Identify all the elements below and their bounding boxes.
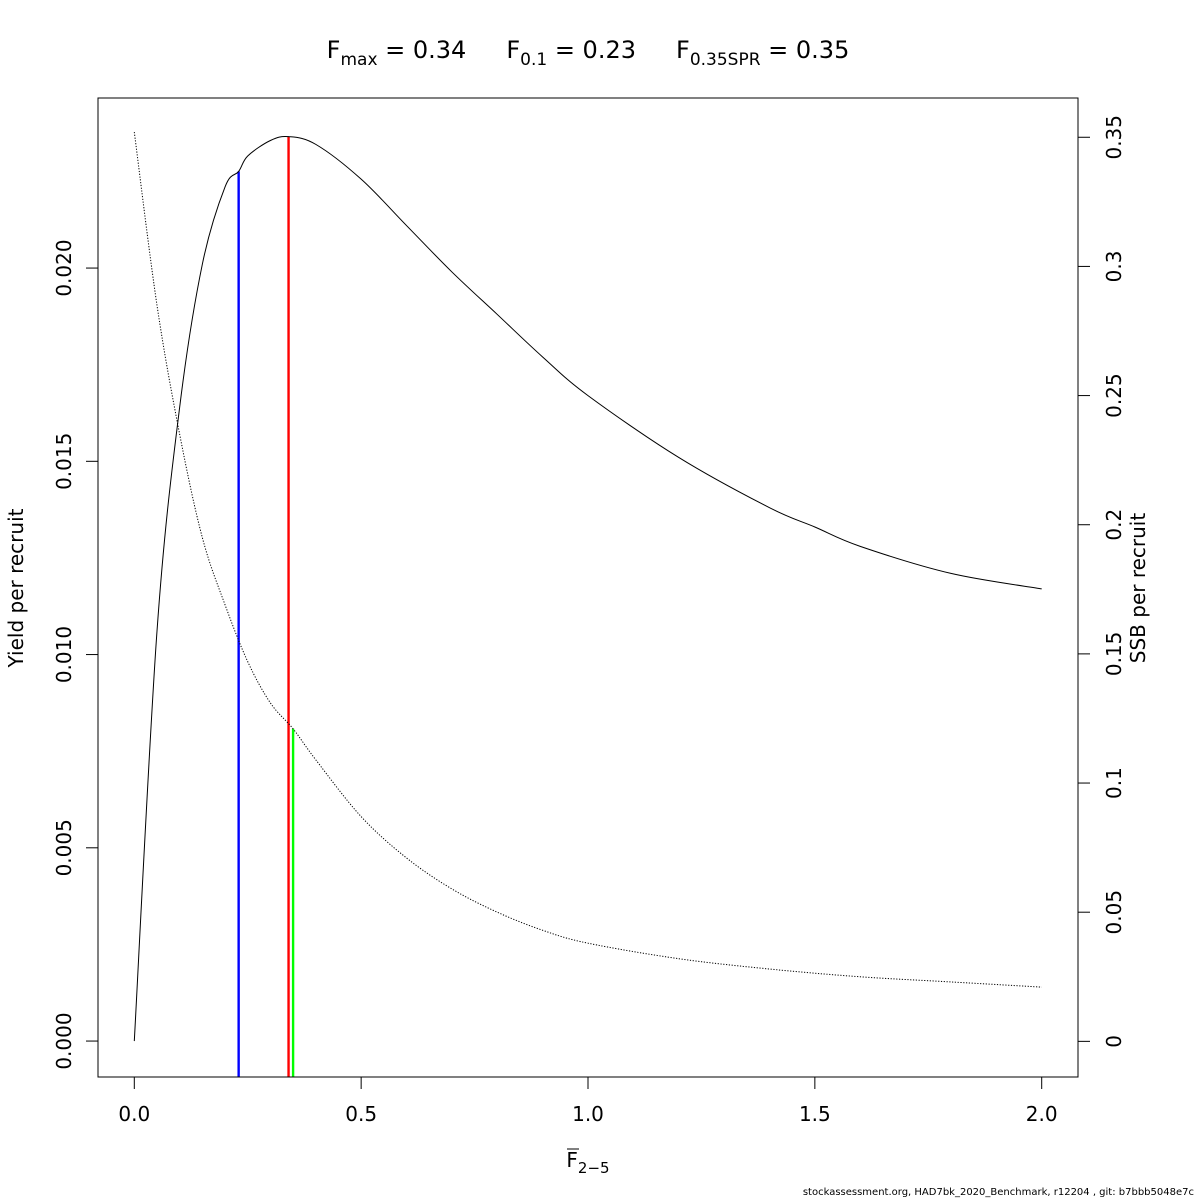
- y-right-tick-label: 0.35: [1102, 115, 1126, 160]
- x-axis: 0.0 0.5 1.0 1.5 2.0: [118, 1076, 1058, 1126]
- x-axis-label: F2−5: [566, 1148, 609, 1177]
- y-right-axis-label: SSB per recruit: [1126, 513, 1150, 664]
- y-left-tick-label: 0.010: [52, 626, 76, 683]
- x-tick-label: 1.0: [572, 1102, 604, 1126]
- y-right-axis: 0 0.05 0.1 0.15 0.2 0.25 0.3 0.35: [1078, 115, 1126, 1048]
- x-tick-label: 2.0: [1026, 1102, 1058, 1126]
- series-layer: [133, 132, 1042, 1042]
- y-right-tick-label: 0.3: [1102, 251, 1126, 283]
- plot-frame: [97, 97, 1079, 1078]
- y-left-tick-label: 0.000: [52, 1012, 76, 1069]
- y-right-tick-label: 0.15: [1102, 632, 1126, 677]
- y-right-tick-label: 0.25: [1102, 373, 1126, 418]
- y-right-tick-label: 0.1: [1102, 767, 1126, 799]
- y-left-axis-label: Yield per recruit: [4, 508, 28, 668]
- y-right-tick-label: 0.2: [1102, 509, 1126, 541]
- chart-title: Fmax = 0.34 F0.1 = 0.23 F0.35SPR = 0.35: [327, 36, 850, 70]
- y-left-tick-label: 0.020: [52, 239, 76, 296]
- x-tick-label: 1.5: [799, 1102, 831, 1126]
- x-tick-label: 0.0: [118, 1102, 150, 1126]
- y-right-tick-label: 0: [1102, 1035, 1126, 1048]
- x-tick-label: 0.5: [345, 1102, 377, 1126]
- y-right-tick-label: 0.05: [1102, 890, 1126, 935]
- y-left-axis: 0.000 0.005 0.010 0.015 0.020: [52, 239, 98, 1070]
- reference-lines: [237, 136, 295, 1077]
- y-left-tick-label: 0.005: [52, 819, 76, 876]
- yield-per-recruit-line: [133, 136, 1042, 1042]
- ssb-per-recruit-line: [133, 132, 1042, 988]
- y-left-tick-label: 0.015: [52, 433, 76, 490]
- footer-note: stockassessment.org, HAD7bk_2020_Benchma…: [802, 1187, 1194, 1198]
